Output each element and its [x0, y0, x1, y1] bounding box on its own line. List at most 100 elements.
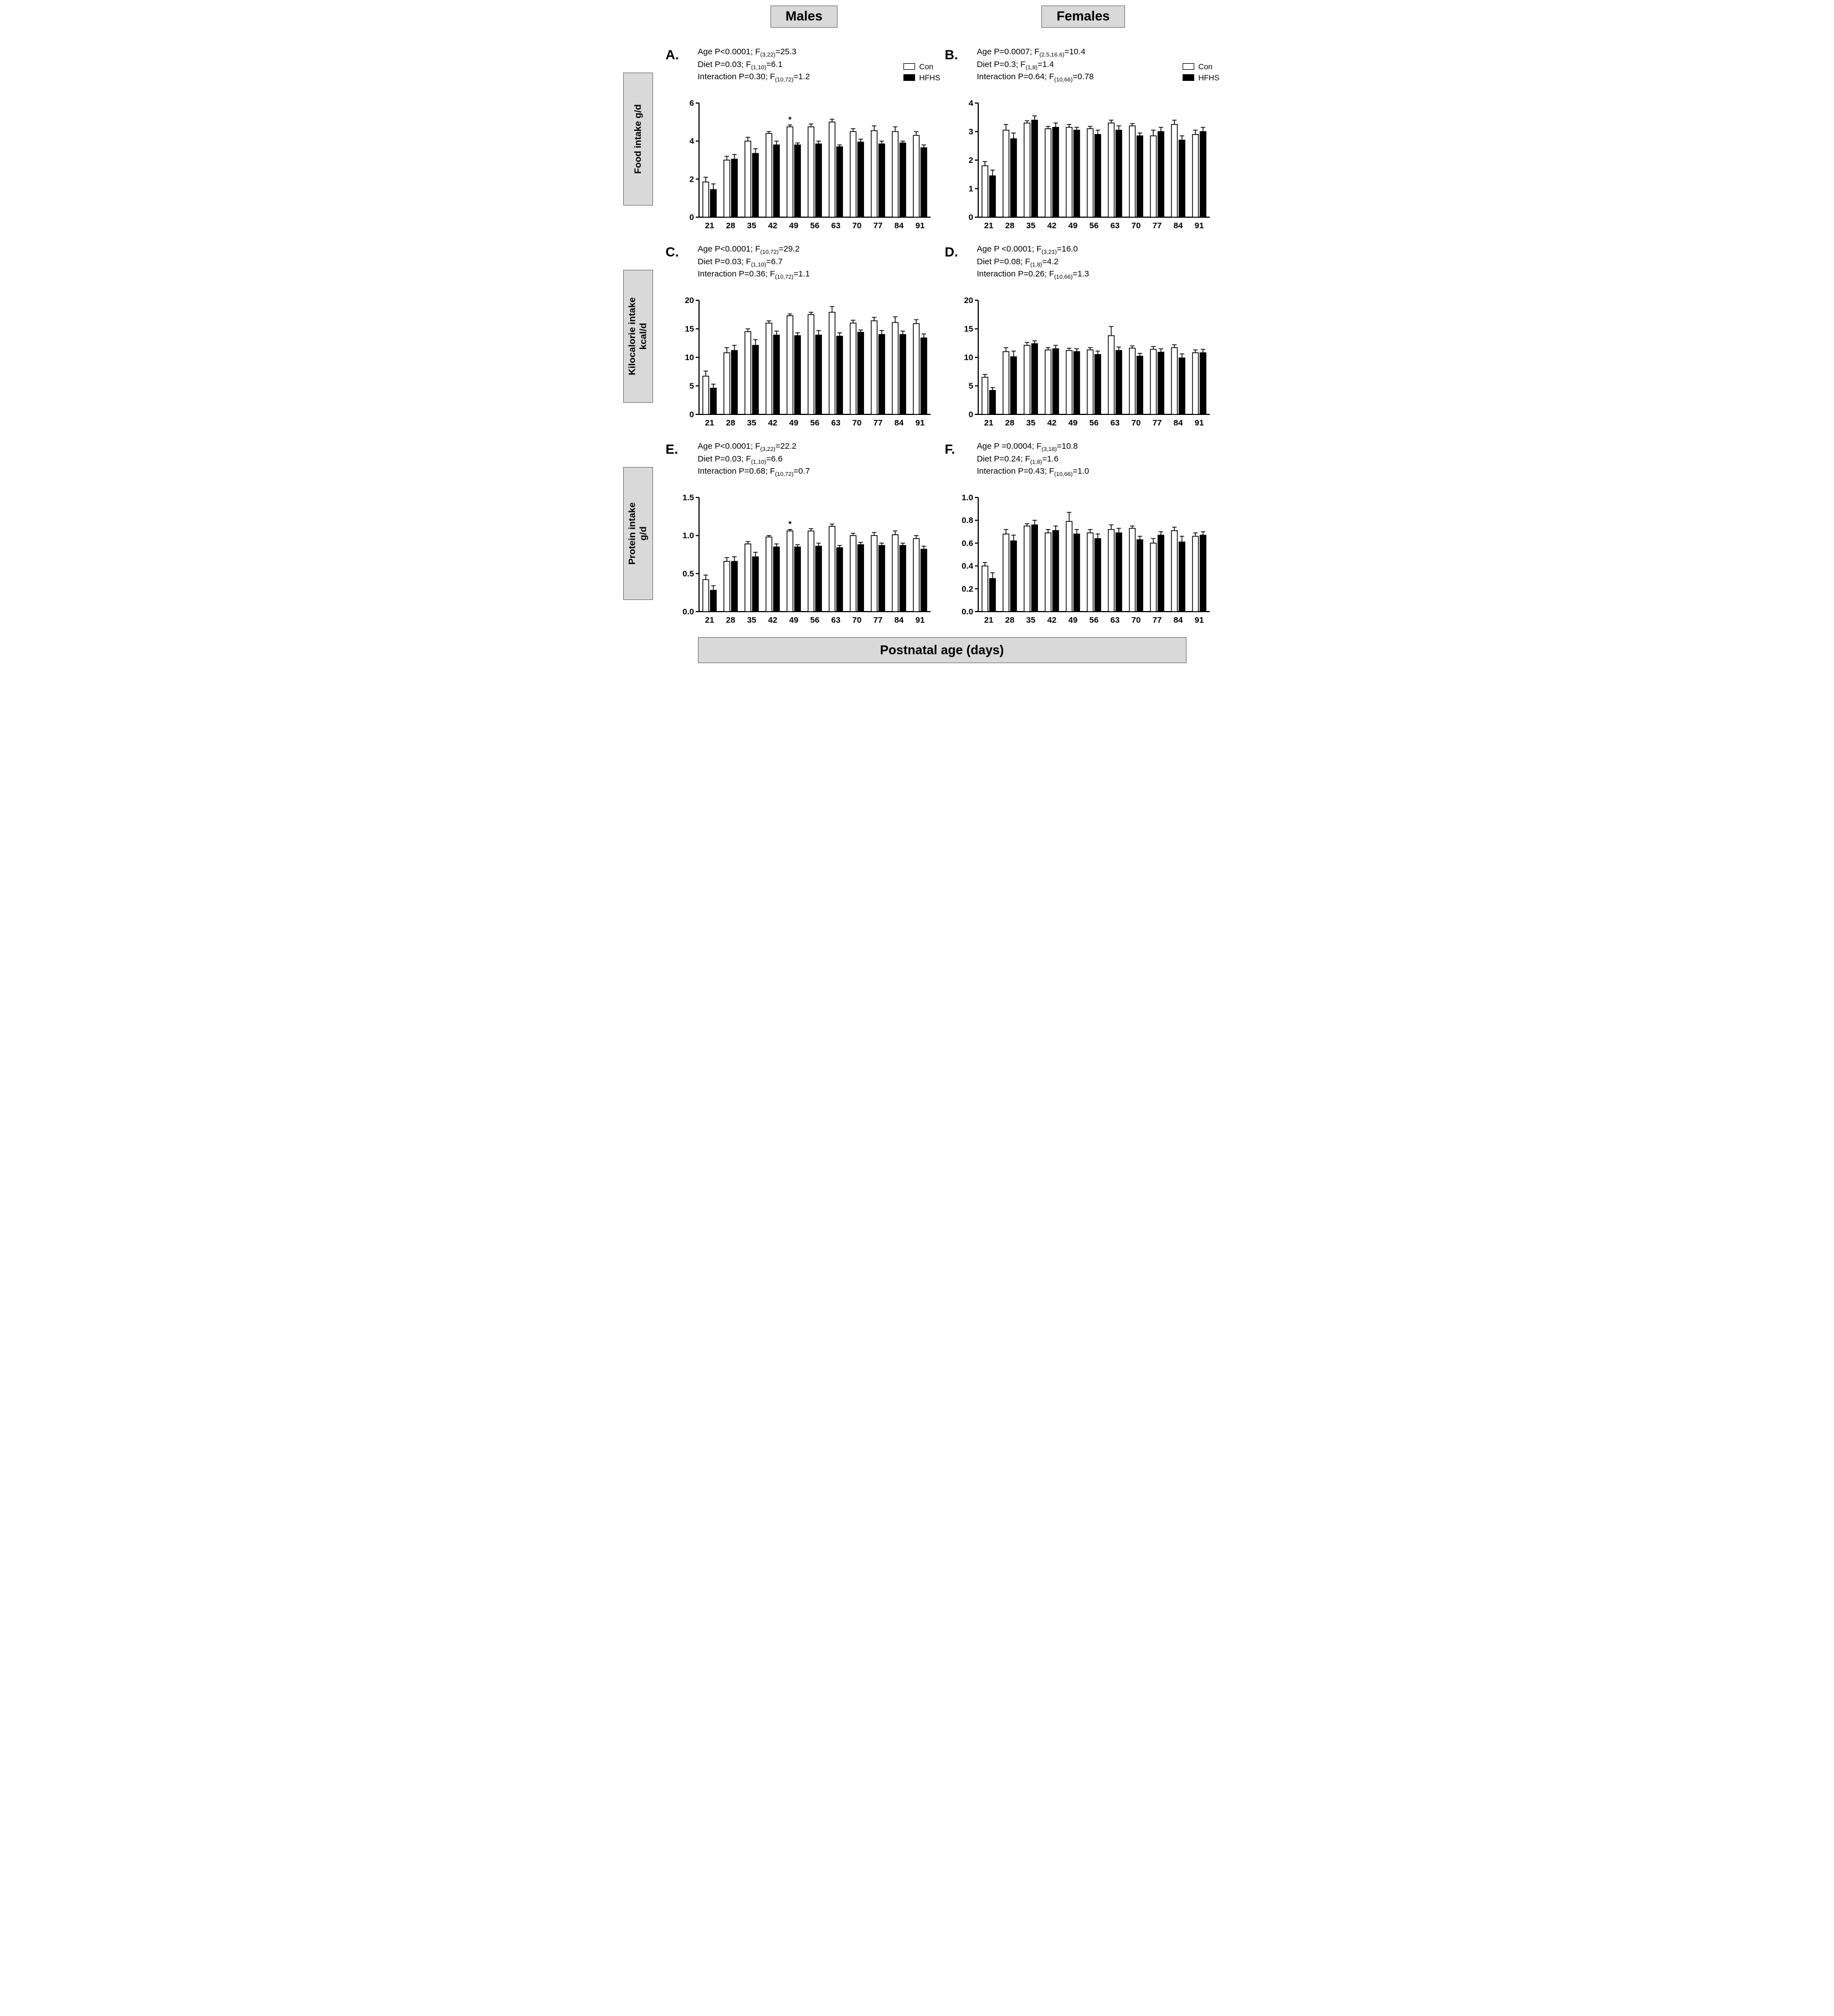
svg-text:70: 70 [1131, 615, 1141, 625]
svg-text:*: * [788, 115, 792, 124]
svg-text:91: 91 [1194, 418, 1204, 428]
svg-text:42: 42 [1047, 615, 1056, 625]
figure: Males Females Food intake g/d A. Age P<0… [612, 0, 1223, 672]
row-kilocalorie-intake: Kilocalorie intake kcal/d C. Age P<0.000… [612, 243, 1223, 430]
hfhs-swatch-icon [1183, 74, 1195, 81]
row-label-kilocalorie-intake: Kilocalorie intake kcal/d [612, 243, 665, 430]
stats-line: Interaction P=0.43; F(10,66)=1.0 [977, 466, 1090, 478]
svg-text:28: 28 [726, 418, 735, 428]
svg-text:0: 0 [689, 213, 693, 222]
con-swatch-icon [903, 63, 916, 70]
legend-label-hfhs: HFHS [919, 73, 941, 82]
row-label-box: Kilocalorie intake kcal/d [623, 270, 653, 403]
svg-text:35: 35 [1026, 418, 1035, 428]
svg-text:63: 63 [1110, 615, 1119, 625]
svg-text:4: 4 [968, 99, 973, 108]
svg-text:20: 20 [685, 296, 694, 305]
stats-block-C: Age P<0.0001; F(10,72)=29.2 Diet P=0.03; … [684, 243, 944, 281]
svg-text:42: 42 [768, 615, 777, 625]
panel-B-head: B. Age P=0.0007; F(2.5,16.6)=10.4 Diet P=… [944, 45, 1223, 93]
svg-text:70: 70 [1131, 418, 1141, 428]
svg-text:91: 91 [915, 418, 924, 428]
svg-text:49: 49 [1068, 221, 1077, 230]
females-title: Females [1041, 6, 1125, 28]
svg-text:63: 63 [831, 615, 840, 625]
row-label-line: g/d [638, 526, 649, 541]
svg-text:42: 42 [768, 221, 777, 230]
svg-text:28: 28 [726, 221, 735, 230]
panel-F-head: F. Age P =0.0004; F(3,18)=10.8 Diet P=0.2… [944, 440, 1223, 488]
svg-text:49: 49 [789, 615, 798, 625]
svg-text:1.5: 1.5 [682, 493, 694, 502]
svg-text:10: 10 [964, 353, 973, 362]
males-title: Males [770, 6, 838, 28]
svg-text:35: 35 [1026, 221, 1035, 230]
stats-line: Age P<0.0001; F(10,72)=29.2 [697, 244, 800, 255]
legend-label-hfhs: HFHS [1198, 73, 1220, 82]
row-label-box: Protein intake g/d [623, 467, 653, 600]
panel-C: C. Age P<0.0001; F(10,72)=29.2 Diet P=0.0… [665, 243, 944, 430]
svg-text:35: 35 [747, 221, 756, 230]
svg-text:63: 63 [1110, 221, 1119, 230]
svg-text:28: 28 [1005, 615, 1014, 625]
females-column-header: Females [944, 6, 1223, 28]
panel-letter-D: D. [944, 245, 958, 260]
panel-letter-E: E. [665, 442, 679, 457]
svg-text:56: 56 [1089, 221, 1098, 230]
svg-text:42: 42 [768, 418, 777, 428]
stats-line: Interaction P=0.68; F(10,72)=0.7 [697, 466, 810, 478]
footer: Postnatal age (days) [612, 637, 1223, 663]
bar-chart-A: 0 2 4 6 21 28 35 42 49 56 63 70 77 84 91 * [689, 99, 931, 230]
legend-item-hfhs: HFHS [1183, 73, 1220, 82]
svg-text:0.2: 0.2 [962, 584, 973, 594]
svg-text:49: 49 [789, 418, 798, 428]
legend: Con HFHS [903, 62, 941, 84]
legend-label-con: Con [1198, 62, 1213, 71]
svg-text:2: 2 [689, 175, 693, 184]
panel-B: B. Age P=0.0007; F(2.5,16.6)=10.4 Diet P=… [944, 45, 1223, 233]
stats-line: Age P=0.0007; F(2.5,16.6)=10.4 [977, 47, 1086, 58]
panel-E: E. Age P<0.0001; F(3,22)=22.2 Diet P=0.03… [665, 440, 944, 627]
stats-block-A: Age P<0.0001; F(3,22)=25.3 Diet P=0.03; F… [684, 45, 944, 84]
svg-text:84: 84 [1173, 418, 1183, 428]
panel-A-head: A. Age P<0.0001; F(3,22)=25.3 Diet P=0.03… [665, 45, 944, 93]
svg-text:0: 0 [968, 213, 973, 222]
svg-text:0.0: 0.0 [962, 607, 973, 617]
row-label-line: Food intake g/d [632, 104, 643, 174]
svg-text:28: 28 [726, 615, 735, 625]
svg-text:91: 91 [1194, 615, 1204, 625]
svg-text:15: 15 [964, 325, 973, 334]
panel-letter-A: A. [665, 48, 679, 63]
row-label-food-intake: Food intake g/d [612, 45, 665, 233]
svg-text:49: 49 [789, 221, 798, 230]
svg-text:56: 56 [1089, 615, 1098, 625]
svg-text:77: 77 [1152, 418, 1162, 428]
panel-A: A. Age P<0.0001; F(3,22)=25.3 Diet P=0.03… [665, 45, 944, 233]
row-label-text: Protein intake g/d [626, 502, 649, 565]
bar-chart-F: 0.0 0.2 0.4 0.6 0.8 1.0 21 28 35 42 49 56 63 70 77 84 91 [962, 493, 1210, 625]
stats-line: Interaction P=0.64; F(10,66)=0.78 [977, 72, 1094, 84]
svg-text:0.8: 0.8 [962, 516, 973, 525]
stats-line: Age P =0.0004; F(3,18)=10.8 [977, 442, 1078, 453]
svg-text:91: 91 [915, 221, 924, 230]
svg-text:70: 70 [852, 221, 861, 230]
stats-block-F: Age P =0.0004; F(3,18)=10.8 Diet P=0.24; … [963, 440, 1223, 479]
bar-chart-B: 0 1 2 3 4 21 28 35 42 49 56 63 70 77 84 91 [968, 99, 1210, 230]
svg-text:77: 77 [1152, 615, 1162, 625]
svg-text:21: 21 [705, 418, 714, 428]
svg-text:91: 91 [1194, 221, 1204, 230]
svg-text:56: 56 [810, 221, 819, 230]
svg-text:21: 21 [705, 221, 714, 230]
svg-text:0.0: 0.0 [682, 607, 694, 617]
stats-line: Diet P=0.03; F(1,10)=6.1 [697, 59, 783, 71]
row-label-line: kcal/d [638, 322, 649, 350]
svg-text:77: 77 [873, 615, 882, 625]
stats-line: Diet P=0.24; F(1,8)=1.6 [977, 454, 1059, 465]
svg-text:35: 35 [747, 615, 756, 625]
svg-text:0.5: 0.5 [682, 569, 694, 578]
svg-text:21: 21 [984, 615, 993, 625]
row-food-intake: Food intake g/d A. Age P<0.0001; F(3,22)… [612, 45, 1223, 233]
stats-block-D: Age P <0.0001; F(3,21)=16.0 Diet P=0.08; … [963, 243, 1223, 281]
row-label-line: Protein intake [626, 502, 638, 565]
svg-text:70: 70 [1131, 221, 1141, 230]
